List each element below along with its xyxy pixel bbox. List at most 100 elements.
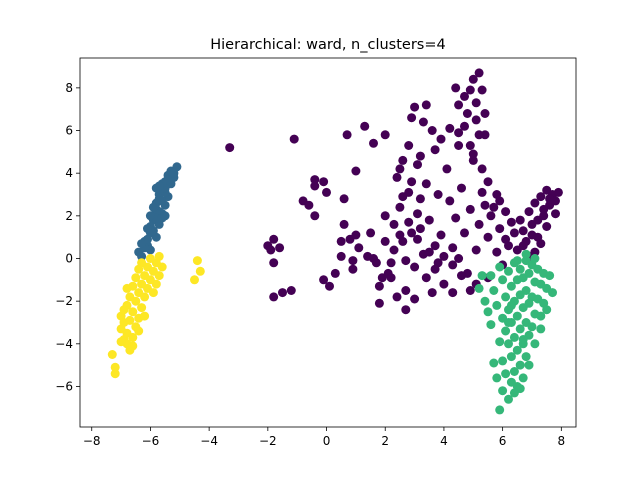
cluster-0-point <box>421 273 431 283</box>
cluster-1-point <box>137 239 147 249</box>
cluster-0-point <box>495 196 505 206</box>
cluster-3-point <box>151 279 161 289</box>
cluster-0-point <box>474 130 484 140</box>
cluster-3-point <box>154 271 164 281</box>
cluster-3-point <box>137 303 147 313</box>
cluster-0-point <box>415 151 425 161</box>
cluster-0-point <box>495 224 505 234</box>
cluster-1-point <box>145 211 155 221</box>
cluster-0-point <box>454 100 464 110</box>
cluster-0-point <box>342 130 352 140</box>
cluster-0-point <box>436 230 446 240</box>
cluster-1-point <box>148 202 158 212</box>
cluster-0-point <box>336 236 346 246</box>
cluster-0-point <box>462 109 472 118</box>
cluster-0-point <box>424 247 434 257</box>
cluster-0-point <box>380 130 390 140</box>
cluster-2-point <box>512 311 522 321</box>
cluster-2-point <box>518 373 528 383</box>
cluster-0-point <box>477 85 487 95</box>
cluster-0-point <box>518 226 528 236</box>
cluster-0-point <box>424 215 434 225</box>
cluster-0-point <box>471 115 481 125</box>
cluster-2-point <box>492 300 502 310</box>
cluster-0-point <box>398 192 408 202</box>
cluster-0-point <box>445 196 455 206</box>
cluster-2-point <box>515 384 525 394</box>
cluster-0-point <box>413 234 422 244</box>
cluster-0-point <box>533 215 543 225</box>
y-tick-label: 8 <box>65 81 73 95</box>
cluster-0-point <box>486 211 496 221</box>
cluster-0-point <box>442 164 452 174</box>
cluster-0-point <box>369 138 378 148</box>
cluster-2-point <box>501 292 511 302</box>
y-tick-label: −2 <box>55 294 73 308</box>
cluster-0-point <box>410 102 420 112</box>
cluster-2-point <box>480 296 490 306</box>
cluster-0-point <box>477 164 487 174</box>
cluster-0-point <box>421 179 431 189</box>
cluster-2-point <box>521 352 531 362</box>
cluster-2-point <box>492 373 502 383</box>
cluster-0-point <box>468 74 478 84</box>
cluster-2-point <box>548 288 557 298</box>
cluster-2-point <box>509 332 519 342</box>
cluster-2-point <box>542 305 552 315</box>
cluster-0-point <box>480 109 490 118</box>
y-tick-label: −6 <box>55 379 73 393</box>
cluster-0-point <box>439 251 449 261</box>
cluster-3-point <box>140 292 150 302</box>
cluster-0-point <box>380 236 390 246</box>
cluster-2-point <box>506 300 516 310</box>
cluster-0-point <box>401 256 411 266</box>
cluster-2-point <box>524 268 534 278</box>
cluster-0-point <box>319 177 329 187</box>
cluster-2-point <box>515 360 525 370</box>
cluster-0-point <box>471 98 481 108</box>
cluster-2-point <box>489 286 499 295</box>
cluster-3-point <box>195 266 205 276</box>
cluster-1-point <box>137 251 147 261</box>
cluster-0-point <box>439 279 449 289</box>
cluster-3-point <box>148 288 158 298</box>
cluster-0-point <box>515 215 525 225</box>
chart-title: Hierarchical: ward, n_clusters=4 <box>210 37 445 53</box>
cluster-2-point <box>498 275 508 285</box>
cluster-0-point <box>348 264 358 274</box>
cluster-0-point <box>351 230 361 240</box>
cluster-0-point <box>468 149 478 159</box>
cluster-0-point <box>269 258 279 268</box>
cluster-3-point <box>128 341 138 351</box>
cluster-1-point <box>143 224 152 234</box>
cluster-2-point <box>515 264 525 274</box>
cluster-3-point <box>110 362 120 372</box>
cluster-0-point <box>436 134 446 144</box>
x-axis: −8 −6 −4 −2 0 2 4 6 8 <box>83 427 565 448</box>
cluster-3-point <box>154 251 164 261</box>
cluster-2-point <box>530 254 540 263</box>
cluster-0-point <box>454 128 464 138</box>
cluster-0-point <box>539 204 549 214</box>
cluster-0-point <box>474 68 484 78</box>
cluster-0-point <box>460 228 469 238</box>
x-tick-label: 2 <box>381 434 389 448</box>
x-tick-label: −2 <box>259 434 277 448</box>
cluster-2-point <box>477 271 487 281</box>
cluster-2-point <box>518 335 528 344</box>
cluster-0-point <box>454 141 464 150</box>
cluster-3-point <box>122 283 132 293</box>
cluster-0-point <box>380 211 390 221</box>
cluster-0-point <box>275 243 285 253</box>
cluster-0-point <box>269 234 279 244</box>
cluster-0-point <box>448 243 458 253</box>
cluster-3-point <box>131 296 141 306</box>
cluster-0-point <box>460 91 469 101</box>
cluster-0-point <box>492 247 502 257</box>
cluster-0-point <box>430 241 440 251</box>
cluster-0-point <box>366 228 376 238</box>
cluster-2-point <box>504 266 513 276</box>
cluster-0-point <box>286 286 296 295</box>
cluster-2-point <box>536 311 546 321</box>
